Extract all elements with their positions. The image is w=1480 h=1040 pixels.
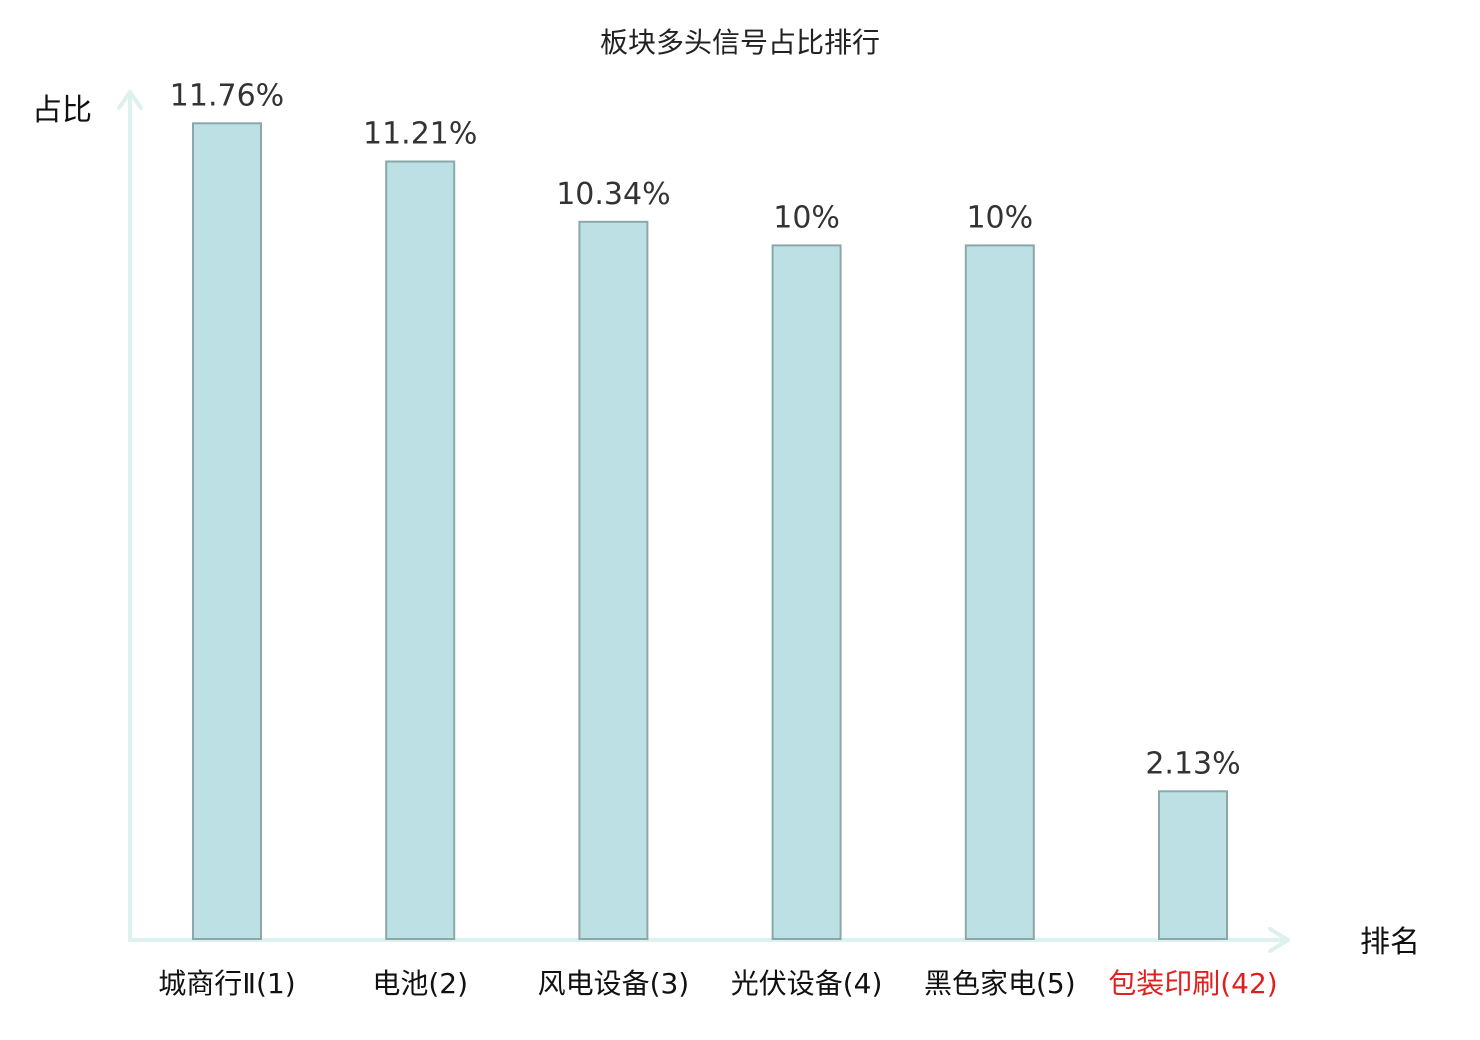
bar-1: [192, 122, 262, 941]
category-label-5: 黑色家电(5): [924, 967, 1076, 1000]
category-label-1: 城商行Ⅱ(1): [158, 967, 295, 1000]
bar-value-label-3: 10.34%: [556, 177, 670, 212]
bar-4: [771, 244, 842, 940]
category-label-3: 风电设备(3): [538, 967, 690, 1000]
bar-value-label-5: 10%: [966, 200, 1033, 235]
bar-2: [385, 160, 456, 940]
bar-value-label-2: 11.21%: [363, 117, 477, 152]
bar-value-label-1: 11.76%: [170, 78, 284, 113]
bar-6: [1158, 790, 1228, 940]
bar-5: [964, 244, 1035, 940]
x-axis-label: 排名: [1360, 925, 1420, 960]
category-label-6: 包装印刷(42): [1108, 967, 1277, 1000]
bar-group: 11.76% 城商行Ⅱ(1) 11.21% 电池(2) 10.34% 风电设备(3) 10%…: [158, 78, 1277, 1000]
bar-3: [578, 220, 649, 941]
bar-value-label-4: 10%: [773, 200, 840, 235]
category-label-4: 光伏设备(4): [731, 967, 883, 1000]
chart-title: 板块多头信号占比排行: [600, 26, 880, 59]
y-axis-arrow: [117, 90, 143, 110]
y-axis-label: 占比: [32, 93, 92, 128]
x-axis-arrow: [1268, 927, 1290, 953]
category-label-2: 电池(2): [372, 967, 468, 1000]
bar-value-label-6: 2.13%: [1145, 746, 1240, 781]
